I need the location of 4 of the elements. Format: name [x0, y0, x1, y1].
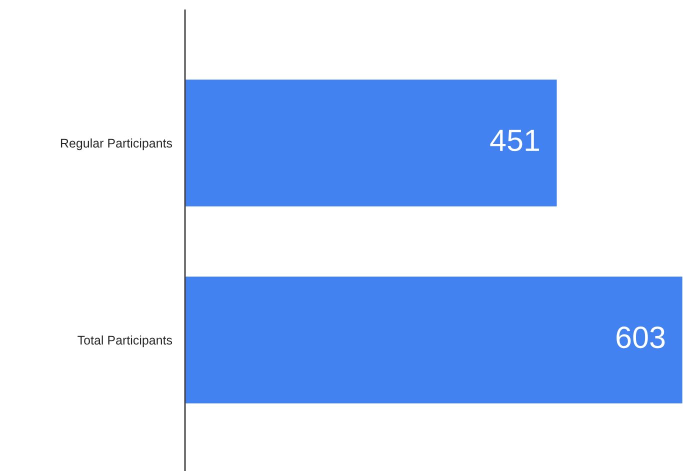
data-label: 451 — [490, 130, 540, 152]
data-label: 603 — [616, 326, 665, 348]
y-tick-label: Regular Participants — [60, 138, 172, 150]
y-tick-label: Total Participants — [78, 335, 172, 348]
